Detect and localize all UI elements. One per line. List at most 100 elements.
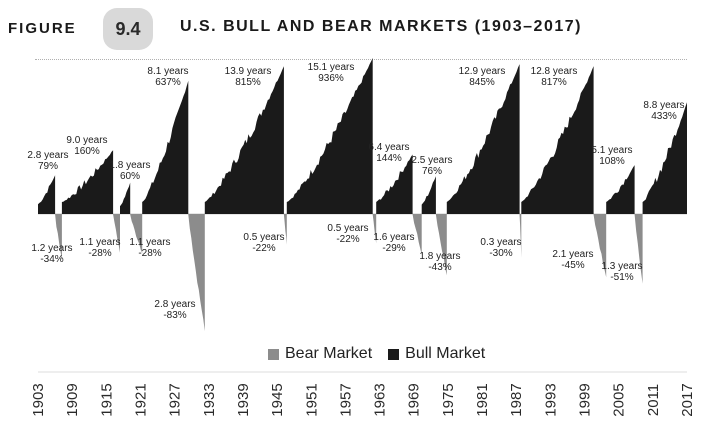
bull-market-area-9	[446, 64, 520, 214]
figure-label: FIGURE	[8, 20, 77, 37]
bear-market-area-3	[130, 214, 143, 253]
bull-annotation-1-change: 79%	[38, 161, 58, 172]
x-tick-label-2017: 2017	[679, 383, 696, 416]
x-tick-label-1933: 1933	[201, 383, 218, 416]
bear-annotation-2-duration: 1.1 years	[79, 237, 120, 248]
bear-annotation-10-change: -45%	[561, 260, 584, 271]
bear-annotation-3-duration: 1.1 years	[129, 237, 170, 248]
bear-annotation-1: 1.2 years-34%	[31, 243, 72, 265]
bull-annotation-11-change: 108%	[599, 156, 625, 167]
chart-legend: Bear Market Bull Market	[268, 345, 485, 363]
bull-annotation-2-change: 160%	[74, 146, 100, 157]
bear-market-area-8	[435, 214, 447, 276]
bear-annotation-8: 1.8 years-43%	[419, 251, 460, 273]
bear-annotation-2-change: -28%	[88, 248, 111, 259]
x-tick-label-1915: 1915	[98, 383, 115, 416]
bull-market-area-11	[606, 165, 635, 214]
bear-annotation-1-change: -34%	[40, 254, 63, 265]
bull-annotation-2-duration: 9.0 years	[66, 135, 107, 146]
x-tick-label-1981: 1981	[474, 383, 491, 416]
bear-market-area-6	[372, 214, 377, 244]
bear-market-area-10	[593, 214, 607, 278]
x-tick-label-1987: 1987	[508, 383, 525, 416]
bear-market-area-4	[188, 214, 205, 332]
bear-market-area-9	[519, 214, 522, 258]
x-tick-label-1975: 1975	[440, 383, 457, 416]
bull-market-area-2	[61, 150, 114, 214]
x-tick-label-1993: 1993	[542, 383, 559, 416]
bull-annotation-12-change: 433%	[651, 111, 677, 122]
bull-annotation-6-change: 936%	[318, 73, 344, 84]
bear-annotation-11: 1.3 years-51%	[601, 261, 642, 283]
bear-market-area-1	[55, 214, 62, 261]
bear-annotation-6-duration: 0.5 years	[327, 223, 368, 234]
bull-market-area-7	[376, 154, 413, 214]
bear-annotation-4-change: -83%	[163, 310, 186, 321]
bull-annotation-9-change: 845%	[469, 77, 495, 88]
bear-annotation-9-change: -30%	[489, 248, 512, 259]
bull-annotation-5-change: 815%	[235, 77, 261, 88]
x-tick-label-1951: 1951	[303, 383, 320, 416]
bear-annotation-11-duration: 1.3 years	[601, 261, 642, 272]
bear-market-legend-label: Bear Market	[285, 345, 373, 362]
bull-annotation-11-duration: 5.1 years	[591, 145, 632, 156]
x-tick-label-1969: 1969	[406, 383, 423, 416]
x-tick-label-2005: 2005	[611, 383, 628, 416]
bear-annotation-8-duration: 1.8 years	[419, 251, 460, 262]
x-tick-label-1903: 1903	[30, 383, 47, 416]
bull-annotation-1-duration: 2.8 years	[27, 150, 68, 161]
figure-title: U.S. BULL AND BEAR MARKETS (1903–2017)	[180, 18, 582, 35]
bear-annotation-2: 1.1 years-28%	[79, 237, 120, 259]
bear-annotation-9-duration: 0.3 years	[480, 237, 521, 248]
bull-annotation-4-change: 637%	[155, 77, 181, 88]
bull-market-area-8	[421, 176, 436, 214]
bear-annotation-10-duration: 2.1 years	[552, 249, 593, 260]
x-tick-label-1999: 1999	[577, 383, 594, 416]
bull-market-area-4	[142, 80, 189, 214]
bear-annotation-8-change: -43%	[428, 262, 451, 273]
figure-header: FIGURE 9.4 U.S. BULL AND BEAR MARKETS (1…	[0, 0, 702, 56]
bear-market-area-5	[283, 214, 287, 245]
bull-annotation-10-duration: 12.8 years	[531, 66, 578, 77]
bull-annotation-7-change: 144%	[376, 153, 402, 164]
bear-market-area-7	[412, 214, 422, 255]
bear-annotation-10: 2.1 years-45%	[552, 249, 593, 271]
bear-annotation-9: 0.3 years-30%	[480, 237, 521, 259]
bull-annotation-7-duration: 6.4 years	[368, 142, 409, 153]
x-tick-label-1945: 1945	[269, 383, 286, 416]
bear-annotation-11-change: -51%	[610, 272, 633, 283]
bull-annotation-12-duration: 8.8 years	[643, 100, 684, 111]
bull-annotation-10-change: 817%	[541, 77, 567, 88]
figure-number-badge: 9.4	[103, 8, 153, 50]
bull-market-area-1	[38, 175, 56, 214]
bear-annotation-5: 0.5 years-22%	[243, 232, 284, 254]
bull-market-swatch	[388, 348, 400, 360]
bear-annotation-4-duration: 2.8 years	[154, 299, 195, 310]
bear-annotation-4: 2.8 years-83%	[154, 299, 195, 321]
x-tick-label-2011: 2011	[645, 384, 662, 416]
x-tick-label-1957: 1957	[337, 383, 354, 416]
bull-market-area-12	[642, 102, 687, 214]
bull-annotation-8-duration: 2.5 years	[411, 155, 452, 166]
bear-annotation-3: 1.1 years-28%	[129, 237, 170, 259]
header-divider	[35, 59, 687, 60]
bear-annotation-7-change: -29%	[382, 243, 405, 254]
bull-annotation-6-duration: 15.1 years	[308, 62, 355, 73]
bull-market-area-10	[521, 66, 594, 214]
bear-market-area-11	[634, 214, 643, 284]
bull-market-area-3	[120, 182, 131, 214]
x-tick-label-1921: 1921	[133, 383, 150, 416]
bear-annotation-7-duration: 1.6 years	[373, 232, 414, 243]
bear-market-swatch	[268, 348, 279, 360]
bear-annotation-5-change: -22%	[252, 243, 275, 254]
bull-annotation-4-duration: 8.1 years	[147, 66, 188, 77]
